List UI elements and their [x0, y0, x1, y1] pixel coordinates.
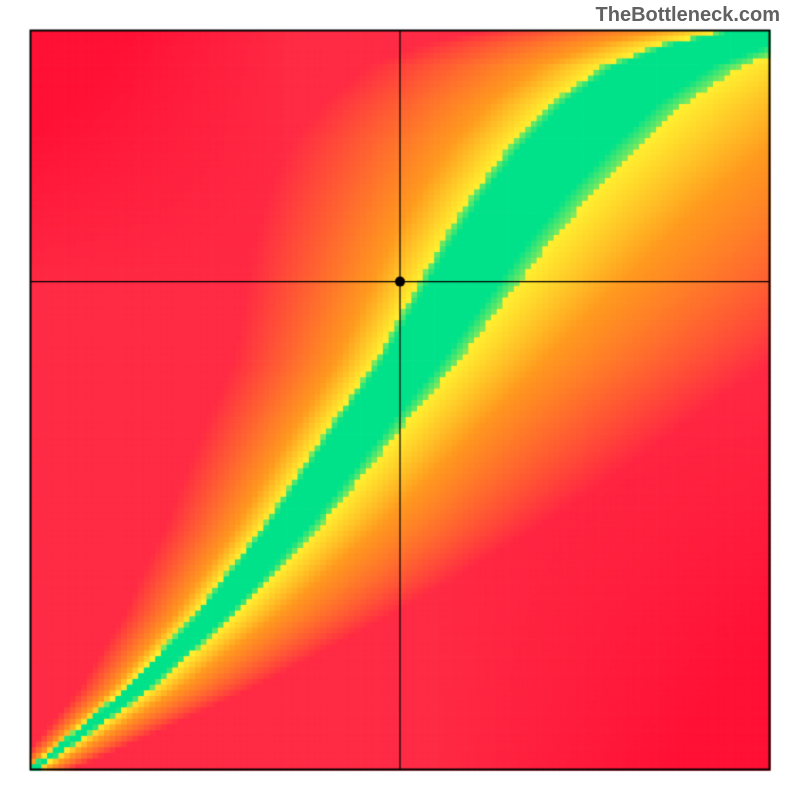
- watermark-text: TheBottleneck.com: [596, 4, 780, 27]
- bottleneck-heatmap: [0, 0, 800, 800]
